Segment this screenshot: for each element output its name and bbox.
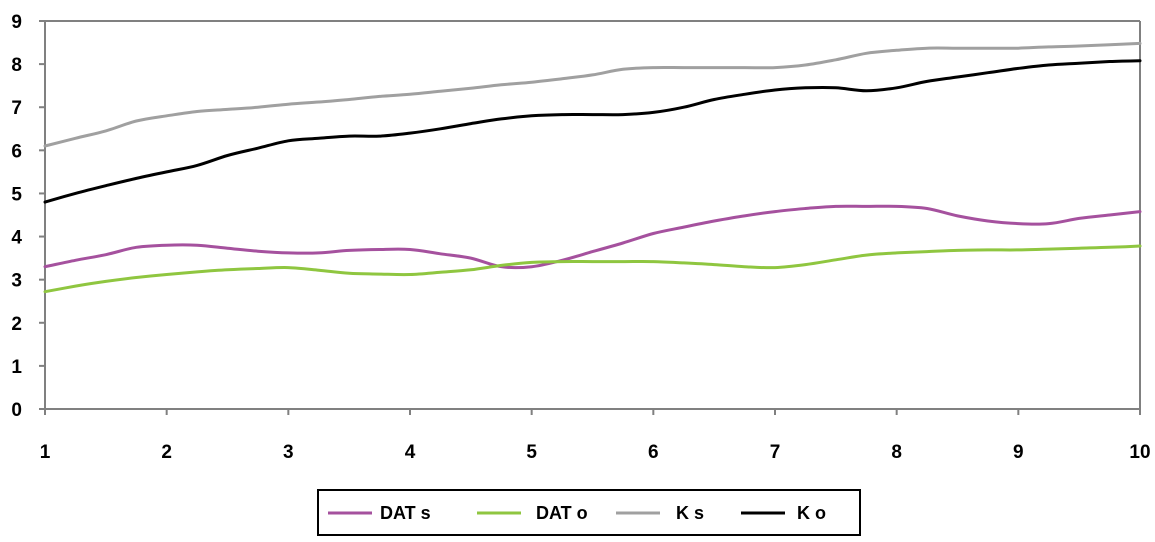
x-tick-label: 10 [1129, 442, 1150, 463]
y-tick-label: 2 [11, 314, 22, 335]
x-tick-label: 2 [161, 442, 172, 463]
x-tick-label: 7 [770, 442, 781, 463]
y-tick-label: 3 [11, 271, 22, 292]
y-tick-label: 8 [11, 55, 22, 76]
axes [39, 20, 1141, 415]
x-tick-label: 3 [283, 442, 294, 463]
series-line-k-o [43, 59, 1142, 204]
x-tick-label: 6 [648, 442, 659, 463]
legend-label-dat-s: DAT s [380, 503, 431, 523]
y-tick-label: 0 [11, 400, 22, 421]
legend-label-dat-o: DAT o [536, 503, 588, 523]
y-tick-label: 1 [11, 357, 22, 378]
y-tick-label: 9 [11, 12, 22, 33]
y-tick-label: 6 [11, 141, 22, 162]
x-tick-label: 1 [40, 442, 51, 463]
y-tick-label: 7 [11, 98, 22, 119]
y-tick-label: 4 [11, 228, 22, 249]
series-lines [43, 41, 1142, 294]
legend: DAT s DAT o K s K o [317, 489, 861, 536]
x-tick-label: 9 [1013, 442, 1024, 463]
x-tick-label: 8 [891, 442, 902, 463]
y-tick-label: 5 [11, 184, 22, 205]
series-line-dat-o [43, 244, 1142, 294]
x-tick-label: 4 [405, 442, 416, 463]
x-tick-label: 5 [526, 442, 537, 463]
legend-label-k-s: K s [676, 503, 704, 523]
legend-label-k-o: K o [797, 503, 826, 523]
series-line-dat-s [43, 204, 1142, 270]
series-line-k-s [43, 41, 1142, 148]
